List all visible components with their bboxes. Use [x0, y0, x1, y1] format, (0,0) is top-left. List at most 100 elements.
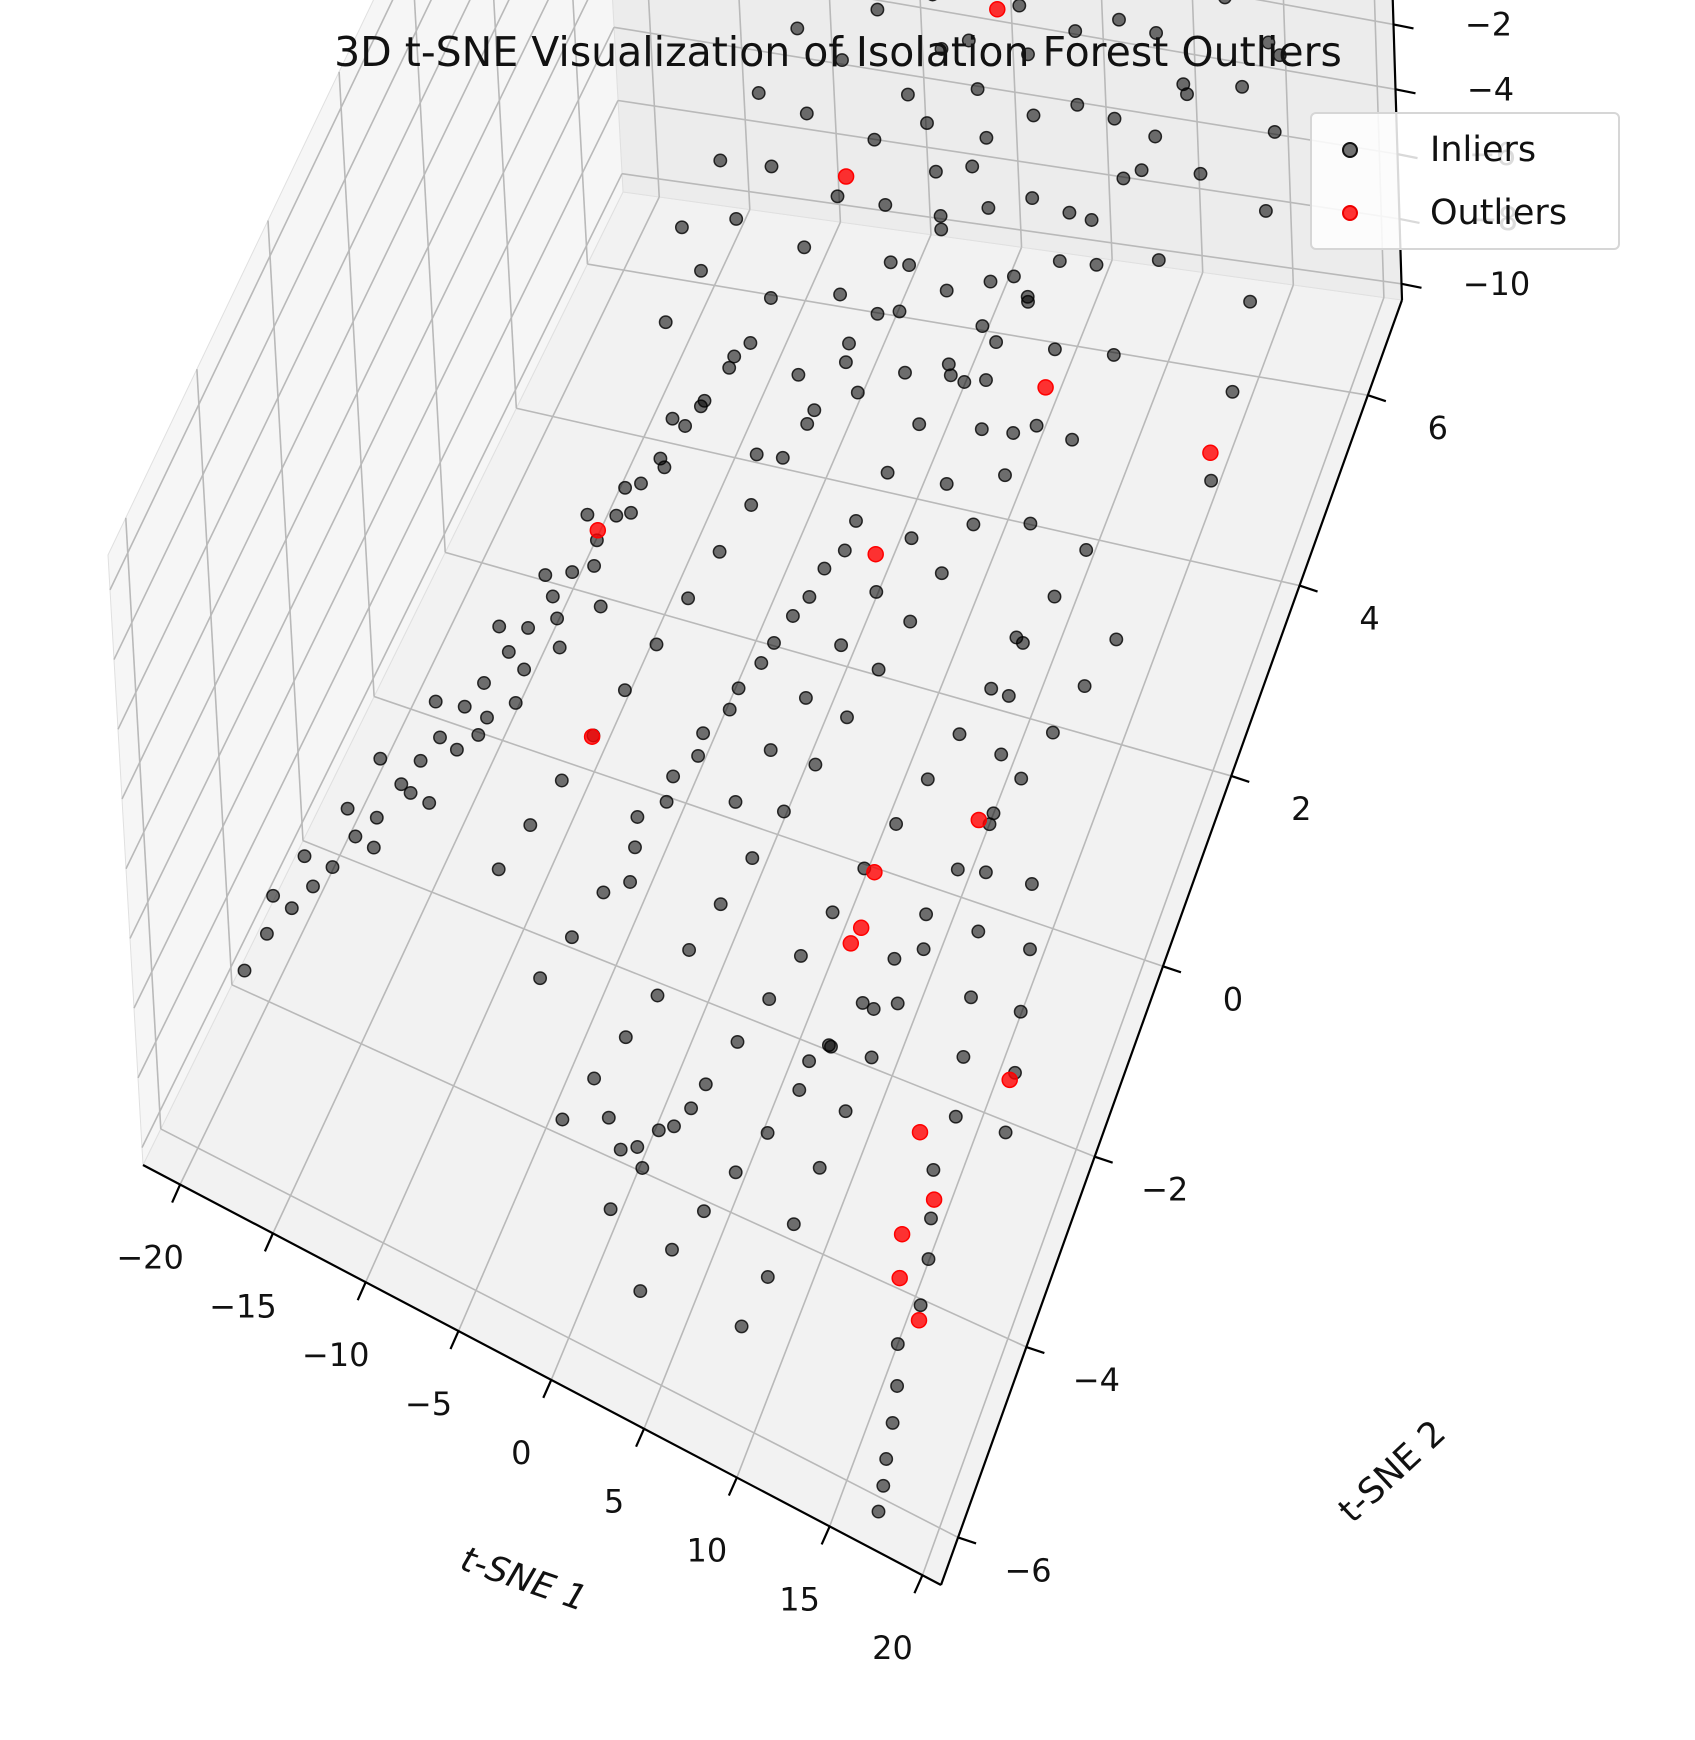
scatter-point-inliers [791, 367, 806, 382]
scatter-point-inliers [712, 544, 727, 559]
scatter-point-inliers [867, 132, 882, 147]
grid-z-side [129, 0, 589, 939]
scatter-point-inliers [871, 662, 886, 677]
scatter-point-inliers [284, 901, 299, 916]
grid-x-floor [179, 196, 660, 1185]
grid-z-side [117, 0, 471, 730]
scatter-point-inliers [745, 851, 760, 866]
grid-z-back [871, 0, 1396, 91]
scatter-point-inliers [887, 951, 902, 966]
grid-y-floor [516, 407, 1300, 587]
scatter-point-inliers [800, 416, 815, 431]
scatter-point-inliers [743, 336, 758, 350]
scatter-point-inliers [864, 1050, 879, 1065]
scatter-point-inliers [1070, 97, 1085, 112]
x-tick [635, 1428, 646, 1448]
scatter-point-inliers [1012, 0, 1027, 13]
grid-z-side [137, 100, 619, 1079]
grid-x-floor [272, 209, 751, 1234]
scatter-point-inliers [808, 757, 823, 772]
scatter-point-inliers [1193, 166, 1208, 181]
scatter-point-inliers [890, 1379, 905, 1393]
grid-y-floor [302, 839, 1095, 1158]
scatter-point-inliers [596, 885, 611, 900]
z-tick-label: −4 [1467, 70, 1514, 108]
scatter-point-inliers [728, 1165, 743, 1180]
scatter-point-inliers [565, 565, 580, 580]
scatter-point-inliers [1021, 294, 1035, 309]
scatter-point-inliers [665, 411, 680, 426]
scatter-point-inliers [658, 315, 673, 330]
x-tick [263, 1232, 274, 1252]
scatter-point-inliers [939, 476, 954, 491]
scatter-point-inliers [1180, 87, 1194, 102]
scatter-point-inliers [1045, 725, 1060, 740]
scatter-point-inliers [618, 480, 633, 495]
scatter-point-inliers [266, 888, 281, 903]
scatter-point-inliers [1047, 342, 1062, 357]
scatter-point-inliers [904, 531, 919, 546]
scatter-point-inliers [1261, 35, 1276, 50]
scatter-point-inliers [948, 1109, 963, 1124]
scatter-point-inliers [1077, 679, 1092, 694]
scatter-point-inliers [950, 862, 965, 877]
scatter-point-inliers [760, 1270, 775, 1284]
scatter-point-inliers [744, 498, 759, 512]
x-tick [913, 1574, 924, 1594]
scatter-point-inliers [508, 695, 523, 710]
legend-item-inliers: Inliers [1342, 130, 1536, 170]
scatter-point-inliers [792, 1083, 807, 1097]
scatter-point-inliers [665, 1242, 679, 1257]
scatter-point-inliers [593, 599, 608, 614]
scatter-point-inliers [902, 258, 917, 273]
scatter-point-outliers [910, 1312, 928, 1329]
grid-x-back [828, 0, 842, 223]
scatter-point-inliers [1001, 688, 1016, 703]
scatter-point-inliers [978, 865, 993, 880]
scatter-point-inliers [1079, 543, 1094, 557]
scatter-point-inliers [1267, 124, 1282, 139]
scatter-point-inliers [521, 620, 536, 635]
scatter-point-inliers [903, 614, 918, 629]
scatter-point-inliers [751, 86, 766, 100]
scatter-point-inliers [1006, 426, 1021, 440]
grid-x-floor [736, 272, 1204, 1478]
scatter-point-inliers [1023, 516, 1038, 531]
scatter-point-inliers [802, 589, 817, 604]
scatter-point-outliers [837, 168, 855, 185]
scatter-point-inliers [834, 638, 849, 653]
scatter-point-inliers [1149, 26, 1164, 40]
scatter-point-inliers [613, 1142, 628, 1157]
scatter-point-inliers [767, 635, 781, 650]
scatter-point-inliers [1148, 129, 1163, 144]
grid-y-floor [160, 1128, 959, 1539]
scatter-point-inliers [974, 422, 989, 437]
scatter-point-inliers [601, 1110, 616, 1125]
grid-z-side [133, 26, 615, 1009]
scatter-point-inliers [797, 240, 812, 255]
scatter-point-inliers [1112, 12, 1126, 27]
scatter-point-inliers [550, 611, 565, 626]
scatter-point-inliers [825, 905, 840, 920]
scatter-point-inliers [871, 1504, 886, 1519]
scatter-point-inliers [1065, 432, 1080, 447]
scatter-point-inliers [696, 726, 711, 741]
scatter-point-inliers [693, 399, 708, 414]
grid-x-floor [457, 234, 932, 1332]
scatter-point-inliers [1024, 877, 1039, 891]
scatter-point-inliers [666, 769, 681, 784]
scatter-point-inliers [835, 53, 849, 68]
scatter-point-inliers [734, 1319, 749, 1334]
scatter-point-inliers [564, 930, 579, 945]
scatter-point-inliers [552, 640, 567, 655]
scatter-point-inliers [928, 164, 943, 179]
x-tick-label: −5 [405, 1385, 452, 1423]
scatter-point-inliers [259, 926, 274, 941]
scatter-point-inliers [1225, 384, 1240, 399]
scatter-point-inliers [603, 1202, 618, 1217]
scatter-point-inliers [1026, 108, 1041, 123]
scatter-point-inliers [920, 772, 935, 787]
scatter-point-inliers [998, 468, 1012, 483]
scatter-point-inliers [966, 517, 981, 532]
scatter-point-inliers [952, 727, 967, 742]
